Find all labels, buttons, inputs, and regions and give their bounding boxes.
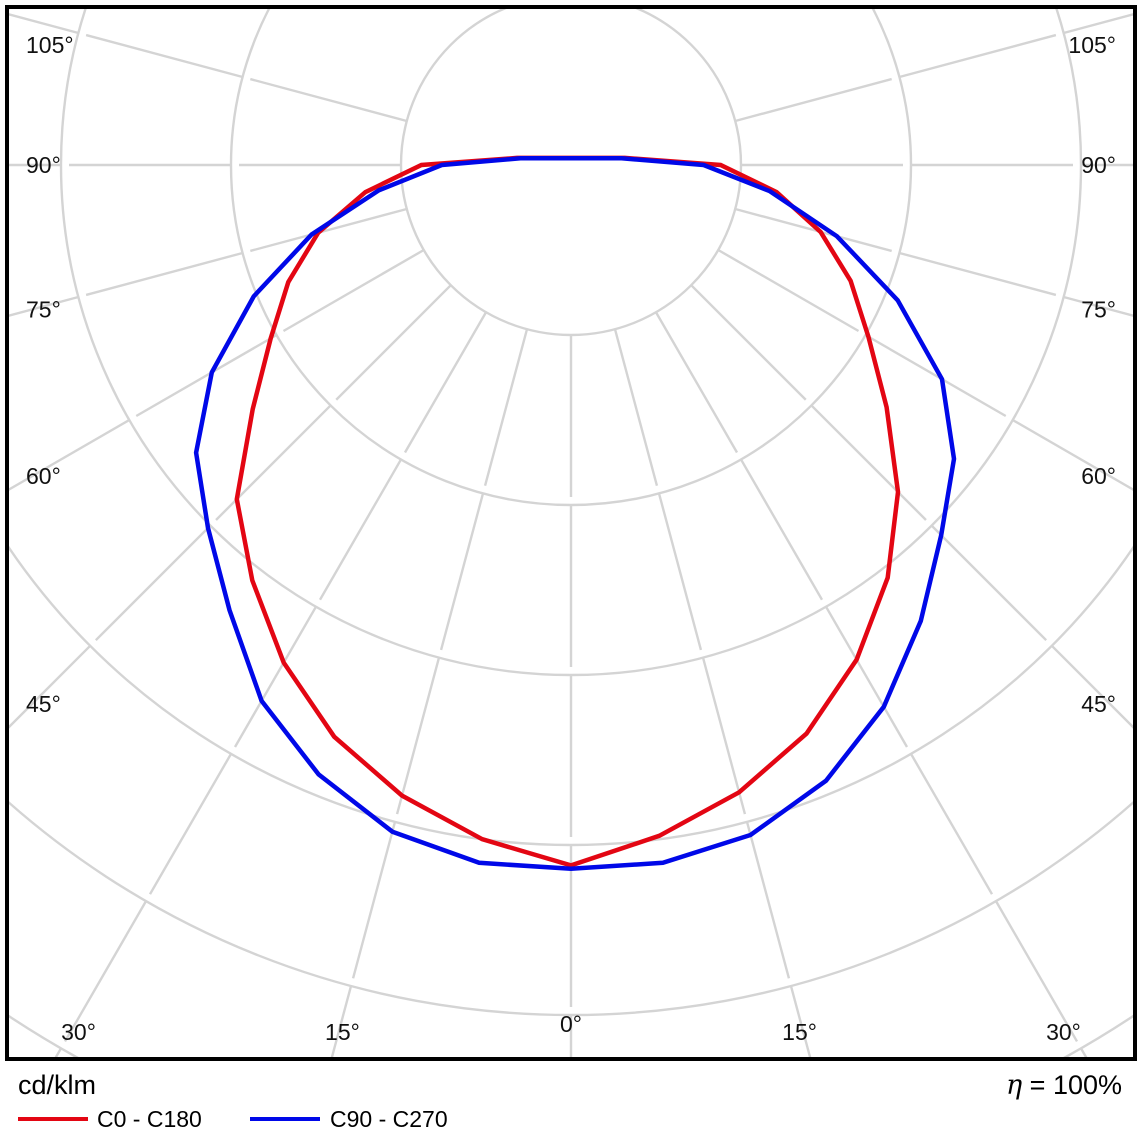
angle-label-right-105: 105° [1068, 32, 1116, 58]
legend-label-c0-c180: C0 - C180 [97, 1106, 202, 1132]
angle-label-right-75: 75° [1081, 296, 1116, 322]
curve-C90-C270 [193, 156, 957, 872]
grid-ray-60 [717, 248, 1133, 491]
angle-label-left-45: 45° [26, 691, 61, 717]
curve-C0-C180 [234, 155, 901, 868]
efficiency-value: = 100% [1022, 1070, 1122, 1100]
grid-ray--75 [9, 207, 408, 317]
grid-ray--30 [54, 311, 488, 1057]
efficiency-symbol: η [1006, 1070, 1022, 1101]
grid-ray-15 [613, 328, 812, 1057]
chart-border [5, 5, 1137, 1061]
grid-ray--15 [330, 328, 529, 1057]
angle-label-left-60: 60° [26, 463, 61, 489]
angle-label-left-15: 15° [325, 1019, 360, 1045]
grid-ray-105 [734, 13, 1133, 123]
legend: C0 - C180 C90 - C270 [18, 1106, 448, 1132]
efficiency-label: η = 100% [1006, 1070, 1122, 1101]
grid-ray--105 [9, 13, 408, 123]
unit-label: cd/klm [18, 1070, 96, 1100]
angle-label-right-90: 90° [1081, 152, 1116, 178]
angle-label-left-30: 30° [61, 1019, 96, 1045]
angle-label-right-0: 0° [560, 1011, 582, 1037]
grid-ring-50 [399, 9, 743, 337]
grid-ray-30 [654, 311, 1088, 1057]
grid-ray-75 [734, 207, 1133, 317]
angle-label-right-15: 15° [782, 1019, 817, 1045]
angle-labels: 15° 30° 45° 60° 75° 90° 105° 0° 15° 30° 45° 60° 75° 9… [26, 32, 1116, 1045]
angle-label-left-90: 90° [26, 152, 61, 178]
grid-ray--45 [9, 284, 452, 729]
angle-label-right-45: 45° [1081, 691, 1116, 717]
grid-ray--60 [9, 248, 425, 491]
angle-label-right-60: 60° [1081, 463, 1116, 489]
grid-ray-45 [690, 284, 1133, 729]
angle-label-right-30: 30° [1046, 1019, 1081, 1045]
legend-label-c90-c270: C90 - C270 [330, 1106, 448, 1132]
angle-label-left-105: 105° [26, 32, 74, 58]
angle-label-left-75: 75° [26, 296, 61, 322]
